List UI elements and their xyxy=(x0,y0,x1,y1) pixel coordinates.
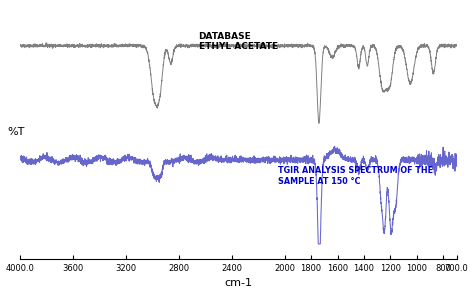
Text: DATABASE
ETHYL ACETATE: DATABASE ETHYL ACETATE xyxy=(199,32,278,51)
Y-axis label: %T: %T xyxy=(7,127,25,137)
X-axis label: cm-1: cm-1 xyxy=(224,278,252,288)
Text: TGIR ANALYSIS SPECTRUM OF THE
SAMPLE AT 150 °C: TGIR ANALYSIS SPECTRUM OF THE SAMPLE AT … xyxy=(278,166,433,186)
